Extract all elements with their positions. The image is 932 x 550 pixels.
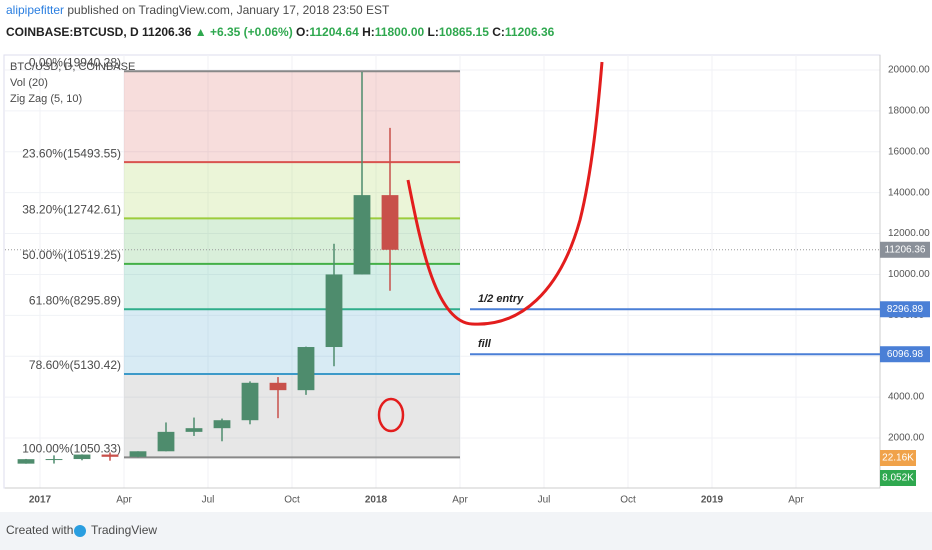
y-tick-label: 4000.00 [888, 392, 925, 403]
y-tick-label: 20000.00 [888, 65, 930, 76]
y-tick-label: 2000.00 [888, 433, 925, 444]
fib-zone [124, 218, 460, 264]
quote: O:11204.64 H:11800.00 L:10865.15 C:11206… [296, 25, 555, 39]
author[interactable]: alipipefitter [6, 3, 64, 17]
footer-created: Created with [6, 523, 73, 537]
x-tick-label: 2018 [365, 495, 388, 506]
legend-entry: Zig Zag (5, 10) [10, 93, 82, 105]
fib-zone [124, 263, 460, 310]
price-badge [880, 346, 930, 363]
candle-body [45, 459, 63, 461]
quote-line: COINBASE:BTCUSD, D 11206.36 ▲ +6.35 (+0.… [6, 25, 555, 39]
fib-zone [124, 162, 460, 219]
y-tick-label: 14000.00 [888, 187, 930, 198]
x-tick-label: Jul [538, 495, 551, 506]
ray-label: fill [478, 338, 492, 350]
candle-body [297, 347, 315, 391]
brand-logo [74, 525, 86, 537]
x-tick-label: Oct [284, 495, 300, 506]
candle-body [129, 451, 147, 457]
fib-label: 23.60%(15493.55) [22, 146, 121, 160]
price-badge-label: 8296.89 [887, 304, 924, 315]
volume-badge [880, 450, 916, 466]
volume-badge-label: 22.16K [882, 453, 914, 464]
footer-brand[interactable]: TradingView [91, 523, 157, 537]
x-tick-label: Apr [788, 495, 804, 506]
volume-badge-label: 8.052K [882, 473, 914, 484]
freehand-circle [377, 397, 405, 433]
x-tick-label: Apr [116, 495, 132, 506]
quote-label: H: [362, 25, 375, 39]
freehand-curve [406, 61, 604, 326]
price-badge [880, 241, 930, 258]
fib-label: 61.80%(8295.89) [29, 293, 121, 307]
candle-body [269, 382, 287, 391]
fib-label: 78.60%(5130.42) [29, 358, 121, 372]
fib-label: 50.00%(10519.25) [22, 248, 121, 262]
x-tick-label: 2019 [701, 495, 724, 506]
quote-label: C: [492, 25, 505, 39]
y-tick-label: 16000.00 [888, 146, 930, 157]
fib-zone [124, 71, 460, 163]
change: ▲ +6.35 (+0.06%) [195, 25, 293, 39]
x-tick-label: Oct [620, 495, 636, 506]
fib-zone [124, 309, 460, 374]
candle-body [185, 428, 203, 432]
candle-body [353, 195, 371, 275]
ray-label: 1/2 entry [478, 293, 524, 305]
candle-body [241, 382, 259, 421]
legend-entry: BTC/USD, D, COINBASE [10, 61, 135, 73]
footer [0, 512, 932, 550]
last: 11206.36 [142, 25, 192, 39]
fib-label: 0.00%(19940.28) [29, 55, 121, 69]
quote-label: O: [296, 25, 309, 39]
fib-label: 100.00%(1050.33) [22, 442, 121, 456]
candle-body [157, 431, 175, 452]
y-tick-label: 18000.00 [888, 106, 930, 117]
candle-body [325, 274, 343, 348]
candle-body [213, 420, 231, 429]
fib-label: 38.20%(12742.61) [22, 203, 121, 217]
symbol: COINBASE:BTCUSD, D [6, 25, 139, 39]
legend-entry: Vol (20) [10, 77, 48, 89]
x-tick-label: Jul [202, 495, 215, 506]
x-tick-label: Apr [452, 495, 468, 506]
candle-body [381, 195, 399, 250]
quote-value: 11206.36 [505, 25, 555, 39]
quote-value: 10865.15 [439, 25, 489, 39]
price-badge [880, 301, 930, 318]
y-tick-label: 12000.00 [888, 228, 930, 239]
price-badge-label: 11206.36 [885, 244, 926, 255]
candle-body [101, 454, 119, 457]
quote-value: 11204.64 [309, 25, 359, 39]
quote-value: 11800.00 [375, 25, 425, 39]
published: published on TradingView.com, January 17… [67, 3, 390, 17]
quote-label: L: [428, 25, 439, 39]
y-tick-label: 10000.00 [888, 269, 930, 280]
candle-body [73, 454, 91, 460]
price-badge-label: 6096.98 [887, 349, 924, 360]
candle-body [17, 459, 35, 464]
header-line: alipipefitter published on TradingView.c… [6, 3, 390, 17]
x-tick-label: 2017 [29, 495, 52, 506]
volume-badge [880, 470, 916, 486]
